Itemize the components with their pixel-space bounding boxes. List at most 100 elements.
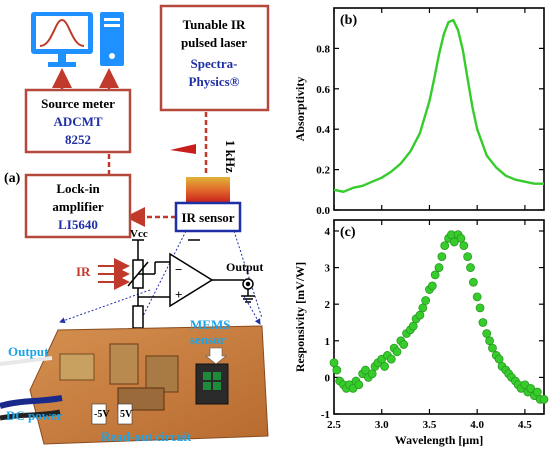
laser-line1: Tunable IR	[183, 17, 246, 32]
opamp-minus: −	[175, 262, 182, 277]
photo-mems-label: MEMS	[190, 317, 230, 332]
lockin-line1: Lock-in	[56, 181, 100, 196]
data-point	[468, 277, 478, 287]
data-point	[392, 347, 402, 357]
y-tick-label: 0.8	[316, 43, 330, 55]
data-point	[329, 358, 339, 368]
data-point	[449, 237, 459, 247]
photo-readout-label: Read-out circuit	[101, 429, 192, 444]
zoom-line-right	[233, 230, 263, 319]
y-tick-label: 0	[325, 372, 331, 384]
panel-a-label: (a)	[4, 171, 21, 186]
x-tick-label: 4.5	[518, 419, 532, 431]
data-point	[472, 292, 482, 302]
data-point	[354, 380, 364, 390]
readout-circuit-schematic	[127, 239, 255, 338]
laser-box	[159, 4, 270, 112]
ir-sensor-label: IR sensor	[181, 210, 234, 225]
y-tick-label: 1	[325, 336, 331, 348]
data-point	[459, 241, 469, 251]
zoom-line-photo-right	[243, 295, 261, 325]
chart-b-absorptivity: (b) 0.0 0.2 0.4 0.6 0.8 Absorptivity	[293, 7, 545, 217]
ir-sensor-box	[174, 201, 242, 233]
y-tick-label: 0.0	[316, 205, 330, 217]
laser-line2: pulsed laser	[181, 35, 247, 50]
data-point	[482, 329, 492, 338]
pulse-icon	[170, 144, 196, 154]
pcb-photo	[0, 325, 269, 445]
source-meter-line1: Source meter	[41, 96, 115, 111]
x-axis-label: Wavelength [μm]	[395, 433, 483, 447]
laser-line3: Spectra-	[191, 56, 238, 71]
laser-line4: Physics®	[189, 74, 240, 89]
series-line	[333, 18, 544, 193]
plot-frame	[333, 7, 545, 211]
panel-a: (a) Tunable IR pulsed laser Spectra- Phy…	[0, 4, 270, 445]
data-point	[526, 383, 536, 393]
photo-5v-label: 5V	[120, 409, 133, 420]
data-point	[415, 310, 425, 320]
data-point	[440, 241, 450, 251]
lockin-box	[24, 173, 132, 239]
data-point	[421, 296, 431, 305]
lockin-line3: LI5640	[58, 217, 98, 232]
plot-frame	[333, 219, 545, 415]
source-meter-line3: 8252	[65, 132, 91, 147]
data-point	[532, 387, 542, 397]
photo-neg5v-label: -5V	[94, 409, 110, 420]
y-tick-label: -1	[321, 409, 330, 421]
photo-output-label: Output	[8, 344, 49, 359]
source-meter-line2: ADCMT	[53, 114, 102, 129]
data-point	[456, 233, 466, 243]
y-axis-label: Responsivity [mV/W]	[293, 262, 307, 372]
frequency-label: 1 kHz	[223, 140, 238, 173]
data-point	[488, 343, 497, 353]
data-point	[380, 362, 389, 371]
y-tick-label: 0.6	[316, 84, 330, 96]
data-point	[427, 281, 437, 291]
vcc-label: Vcc	[130, 228, 148, 240]
photo-dc-power-label: DC power	[6, 408, 63, 423]
data-point	[418, 303, 428, 313]
data-point	[386, 354, 396, 364]
data-point	[539, 394, 549, 404]
data-point	[437, 252, 447, 262]
data-point	[332, 365, 342, 375]
data-point	[485, 336, 494, 346]
x-tick-label: 2.5	[327, 419, 341, 431]
opamp-plus: +	[175, 287, 182, 302]
data-point	[430, 270, 440, 280]
data-point	[367, 369, 377, 379]
data-point	[478, 318, 488, 327]
data-point	[466, 263, 475, 272]
zoom-line-left	[141, 230, 187, 319]
y-tick-label: 2	[325, 299, 331, 311]
ir-label: IR	[76, 264, 91, 279]
chart-c-responsivity: (c) -1 0 1 2 3 4 2.5 3.0 3.5 4.0 4.5 Responsivity [m…	[293, 219, 549, 447]
x-tick-label: 3.5	[423, 419, 437, 431]
x-tick-label: 3.0	[375, 419, 389, 431]
output-label: Output	[226, 260, 263, 274]
data-point	[399, 340, 409, 349]
computer-tower-icon	[100, 12, 124, 66]
y-tick-label: 0.2	[316, 165, 330, 177]
data-point	[434, 263, 444, 272]
data-point	[475, 303, 485, 313]
lockin-line2: amplifier	[52, 199, 103, 214]
y-axis-label: Absorptivity	[293, 77, 307, 142]
ir-arrows	[98, 258, 130, 290]
data-point	[408, 321, 418, 331]
photo-sensor-label: sensor	[190, 332, 226, 347]
source-meter-box	[24, 88, 132, 154]
panel-label: (b)	[340, 13, 357, 28]
sensor-element	[186, 177, 230, 203]
data-point	[463, 252, 473, 262]
y-tick-label: 3	[325, 263, 331, 275]
y-tick-label: 4	[325, 226, 331, 238]
panel-label: (c)	[340, 225, 356, 240]
data-point	[494, 354, 504, 364]
x-tick-label: 4.0	[470, 419, 484, 431]
y-tick-label: 0.4	[316, 124, 330, 136]
monitor-icon	[31, 12, 93, 67]
